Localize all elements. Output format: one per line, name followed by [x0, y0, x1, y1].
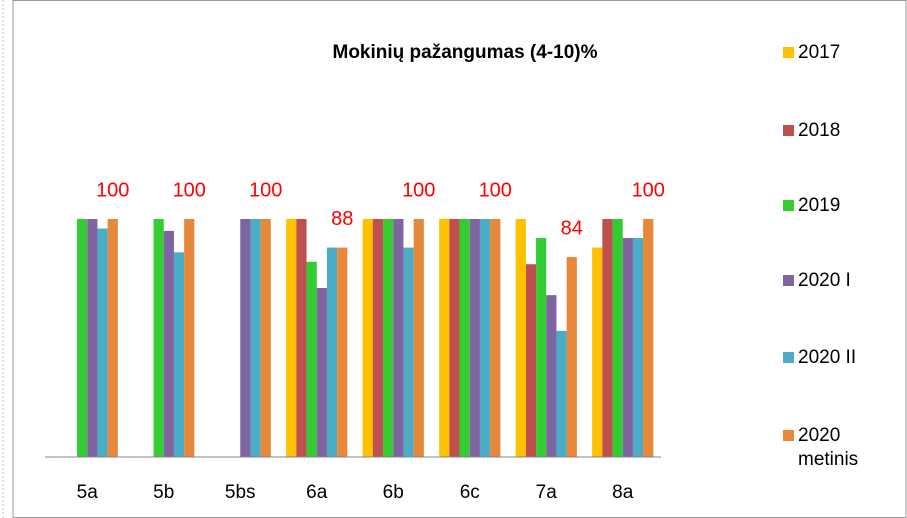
legend-label: 2017 [798, 42, 841, 63]
bar [296, 219, 307, 457]
bar [490, 219, 501, 457]
bar [250, 219, 261, 457]
legend-item: 2020 I [780, 269, 886, 293]
bar [622, 238, 633, 457]
bar [413, 219, 424, 457]
legend-label: 2020 metinis [798, 425, 859, 470]
bar [372, 219, 384, 457]
legend: 2017 2018 2019 2020 I 2020 II 2020 metinis [780, 0, 907, 518]
bar [173, 252, 185, 457]
legend-swatch [783, 430, 794, 441]
bar [97, 228, 108, 457]
bar [286, 219, 297, 457]
bar [184, 219, 195, 457]
data-label: 100 [632, 179, 665, 201]
legend-item: 2019 [780, 194, 886, 218]
x-tick-label: 6a [306, 482, 328, 503]
legend-item: 2020 II [780, 346, 886, 370]
bar [77, 219, 88, 457]
data-label: 100 [173, 179, 206, 201]
bar [393, 219, 404, 457]
bar [87, 219, 98, 457]
bar [316, 288, 327, 457]
bar [403, 247, 414, 457]
legend-swatch [783, 200, 794, 211]
legend-label: 2020 I [798, 270, 851, 291]
legend-swatch [783, 275, 794, 286]
legend-item: 2017 [780, 41, 886, 65]
bar [525, 264, 537, 457]
bar [107, 219, 118, 457]
bar [592, 247, 603, 457]
legend-swatch [783, 352, 794, 363]
bar [449, 219, 460, 457]
x-tick-label: 5b [153, 482, 174, 503]
legend-swatch [783, 47, 794, 58]
legend-swatch [783, 125, 794, 136]
bar [566, 257, 577, 457]
bar [153, 219, 164, 457]
bar [163, 230, 174, 457]
bar [439, 219, 450, 457]
bar [632, 238, 644, 457]
bar [602, 219, 613, 457]
bar [337, 247, 348, 457]
x-tick-label: 5bs [225, 482, 256, 503]
x-tick-label: 8a [612, 482, 634, 503]
bar [643, 219, 654, 457]
data-label: 100 [479, 179, 512, 201]
data-label: 84 [561, 217, 583, 239]
legend-label: 2020 II [798, 347, 857, 368]
bar [459, 219, 470, 457]
data-label: 88 [331, 208, 353, 230]
data-label: 100 [402, 179, 435, 201]
x-tick-label: 6c [460, 482, 480, 503]
chart-title: Mokinių pažangumas (4-10)% [333, 42, 598, 63]
legend-item: 2018 [780, 119, 886, 143]
bar [469, 219, 480, 457]
data-label: 100 [249, 179, 282, 201]
bar [536, 238, 547, 457]
bar [612, 219, 623, 457]
bar [240, 219, 251, 457]
x-tick-label: 5a [77, 482, 99, 503]
bar [515, 219, 526, 457]
x-tick-label: 7a [536, 482, 558, 503]
bar [326, 247, 338, 457]
bar [260, 219, 271, 457]
x-tick-label: 6b [383, 482, 404, 503]
bar [556, 330, 567, 457]
legend-item: 2020 metinis [780, 424, 886, 472]
bar [383, 219, 394, 457]
legend-label: 2018 [798, 120, 841, 141]
data-label: 100 [96, 179, 129, 201]
bar [362, 219, 373, 457]
bar [306, 261, 317, 457]
legend-label: 2019 [798, 195, 841, 216]
bar [546, 295, 557, 457]
bar [479, 219, 491, 457]
